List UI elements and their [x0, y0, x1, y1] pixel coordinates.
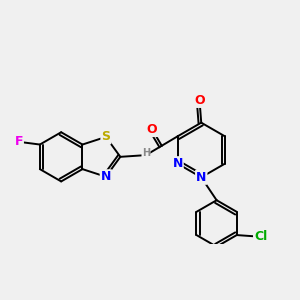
- Text: Cl: Cl: [254, 230, 267, 243]
- Text: N: N: [172, 157, 183, 170]
- Text: O: O: [194, 94, 205, 107]
- Text: H: H: [142, 148, 150, 158]
- Text: O: O: [147, 123, 158, 136]
- Text: N: N: [196, 171, 206, 184]
- Text: F: F: [14, 135, 23, 148]
- Text: N: N: [101, 170, 111, 183]
- Text: S: S: [101, 130, 110, 143]
